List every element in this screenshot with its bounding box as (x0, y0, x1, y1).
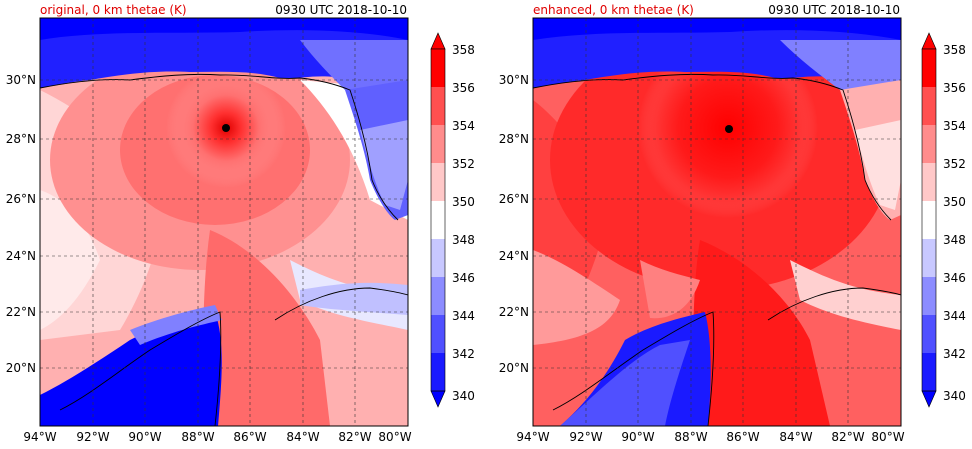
colorbar-label: 346 (452, 271, 475, 285)
x-tick-label: 86°W (726, 430, 759, 444)
colorbar-label: 352 (452, 157, 475, 171)
x-tick-label: 84°W (286, 430, 319, 444)
x-tick-label: 80°W (871, 430, 904, 444)
colorbar-label: 352 (943, 157, 966, 171)
x-tick-label: 80°W (378, 430, 411, 444)
colorbar-label: 340 (452, 389, 475, 403)
thetae-field (533, 18, 901, 426)
colorbar-label: 340 (943, 389, 966, 403)
colorbar-label: 342 (943, 347, 966, 361)
x-tick-label: 84°W (779, 430, 812, 444)
x-tick-label: 90°W (128, 430, 161, 444)
panel-enhanced: enhanced, 0 km thetae (K) 0930 UTC 2018-… (499, 3, 905, 444)
gridlines (40, 18, 408, 426)
x-tick-label: 88°W (181, 430, 214, 444)
panel-time: 0930 UTC 2018-10-10 (275, 3, 407, 17)
x-tick-label: 92°W (569, 430, 602, 444)
colorbar-label: 358 (943, 43, 966, 57)
colorbar-label: 350 (452, 195, 475, 209)
colorbar-label: 342 (452, 347, 475, 361)
x-axis-labels: 94°W 92°W 90°W 88°W 86°W 84°W 82°W 80°W (516, 430, 904, 444)
panel-title: enhanced, 0 km thetae (K) (533, 3, 694, 17)
colorbar-label: 354 (452, 119, 475, 133)
y-tick-label: 26°N (6, 192, 36, 206)
map-frame (39, 17, 409, 427)
y-tick-label: 30°N (499, 73, 529, 87)
y-tick-label: 30°N (6, 73, 36, 87)
x-tick-label: 82°W (831, 430, 864, 444)
x-tick-label: 94°W (23, 430, 56, 444)
colorbar-label: 350 (943, 195, 966, 209)
colorbar-label: 344 (943, 309, 966, 323)
x-tick-label: 82°W (338, 430, 371, 444)
colorbar-enhanced: 358 356 354 352 350 348 346 344 342 340 (921, 32, 966, 408)
colorbar-label: 346 (943, 271, 966, 285)
colorbar-original: 358 356 354 352 350 348 346 344 342 340 (430, 32, 475, 408)
y-tick-label: 26°N (499, 192, 529, 206)
y-axis-labels: 20°N 22°N 24°N 26°N 28°N 30°N (499, 73, 529, 375)
panel-time: 0930 UTC 2018-10-10 (768, 3, 900, 17)
map-frame (532, 17, 902, 427)
x-tick-label: 94°W (516, 430, 549, 444)
colorbar-label: 356 (943, 81, 966, 95)
y-tick-label: 22°N (499, 305, 529, 319)
x-axis-labels: 94°W 92°W 90°W 88°W 86°W 84°W 82°W 80°W (23, 430, 411, 444)
colorbar-label: 348 (452, 233, 475, 247)
y-tick-label: 20°N (499, 361, 529, 375)
colorbar-label: 358 (452, 43, 475, 57)
colorbar-label: 348 (943, 233, 966, 247)
x-tick-label: 90°W (621, 430, 654, 444)
panel-title: original, 0 km thetae (K) (40, 3, 187, 17)
colorbar-label: 344 (452, 309, 475, 323)
gridlines (533, 18, 901, 426)
thetae-field (40, 18, 408, 426)
panel-original: original, 0 km thetae (K) 0930 UTC 2018-… (6, 3, 412, 444)
colorbar-label: 356 (452, 81, 475, 95)
y-tick-label: 28°N (499, 132, 529, 146)
y-tick-label: 28°N (6, 132, 36, 146)
y-tick-label: 24°N (499, 249, 529, 263)
colorbar-label: 354 (943, 119, 966, 133)
x-tick-label: 92°W (76, 430, 109, 444)
x-tick-label: 88°W (674, 430, 707, 444)
y-tick-label: 24°N (6, 249, 36, 263)
y-tick-label: 20°N (6, 361, 36, 375)
y-axis-labels: 20°N 22°N 24°N 26°N 28°N 30°N (6, 73, 36, 375)
y-tick-label: 22°N (6, 305, 36, 319)
x-tick-label: 86°W (233, 430, 266, 444)
